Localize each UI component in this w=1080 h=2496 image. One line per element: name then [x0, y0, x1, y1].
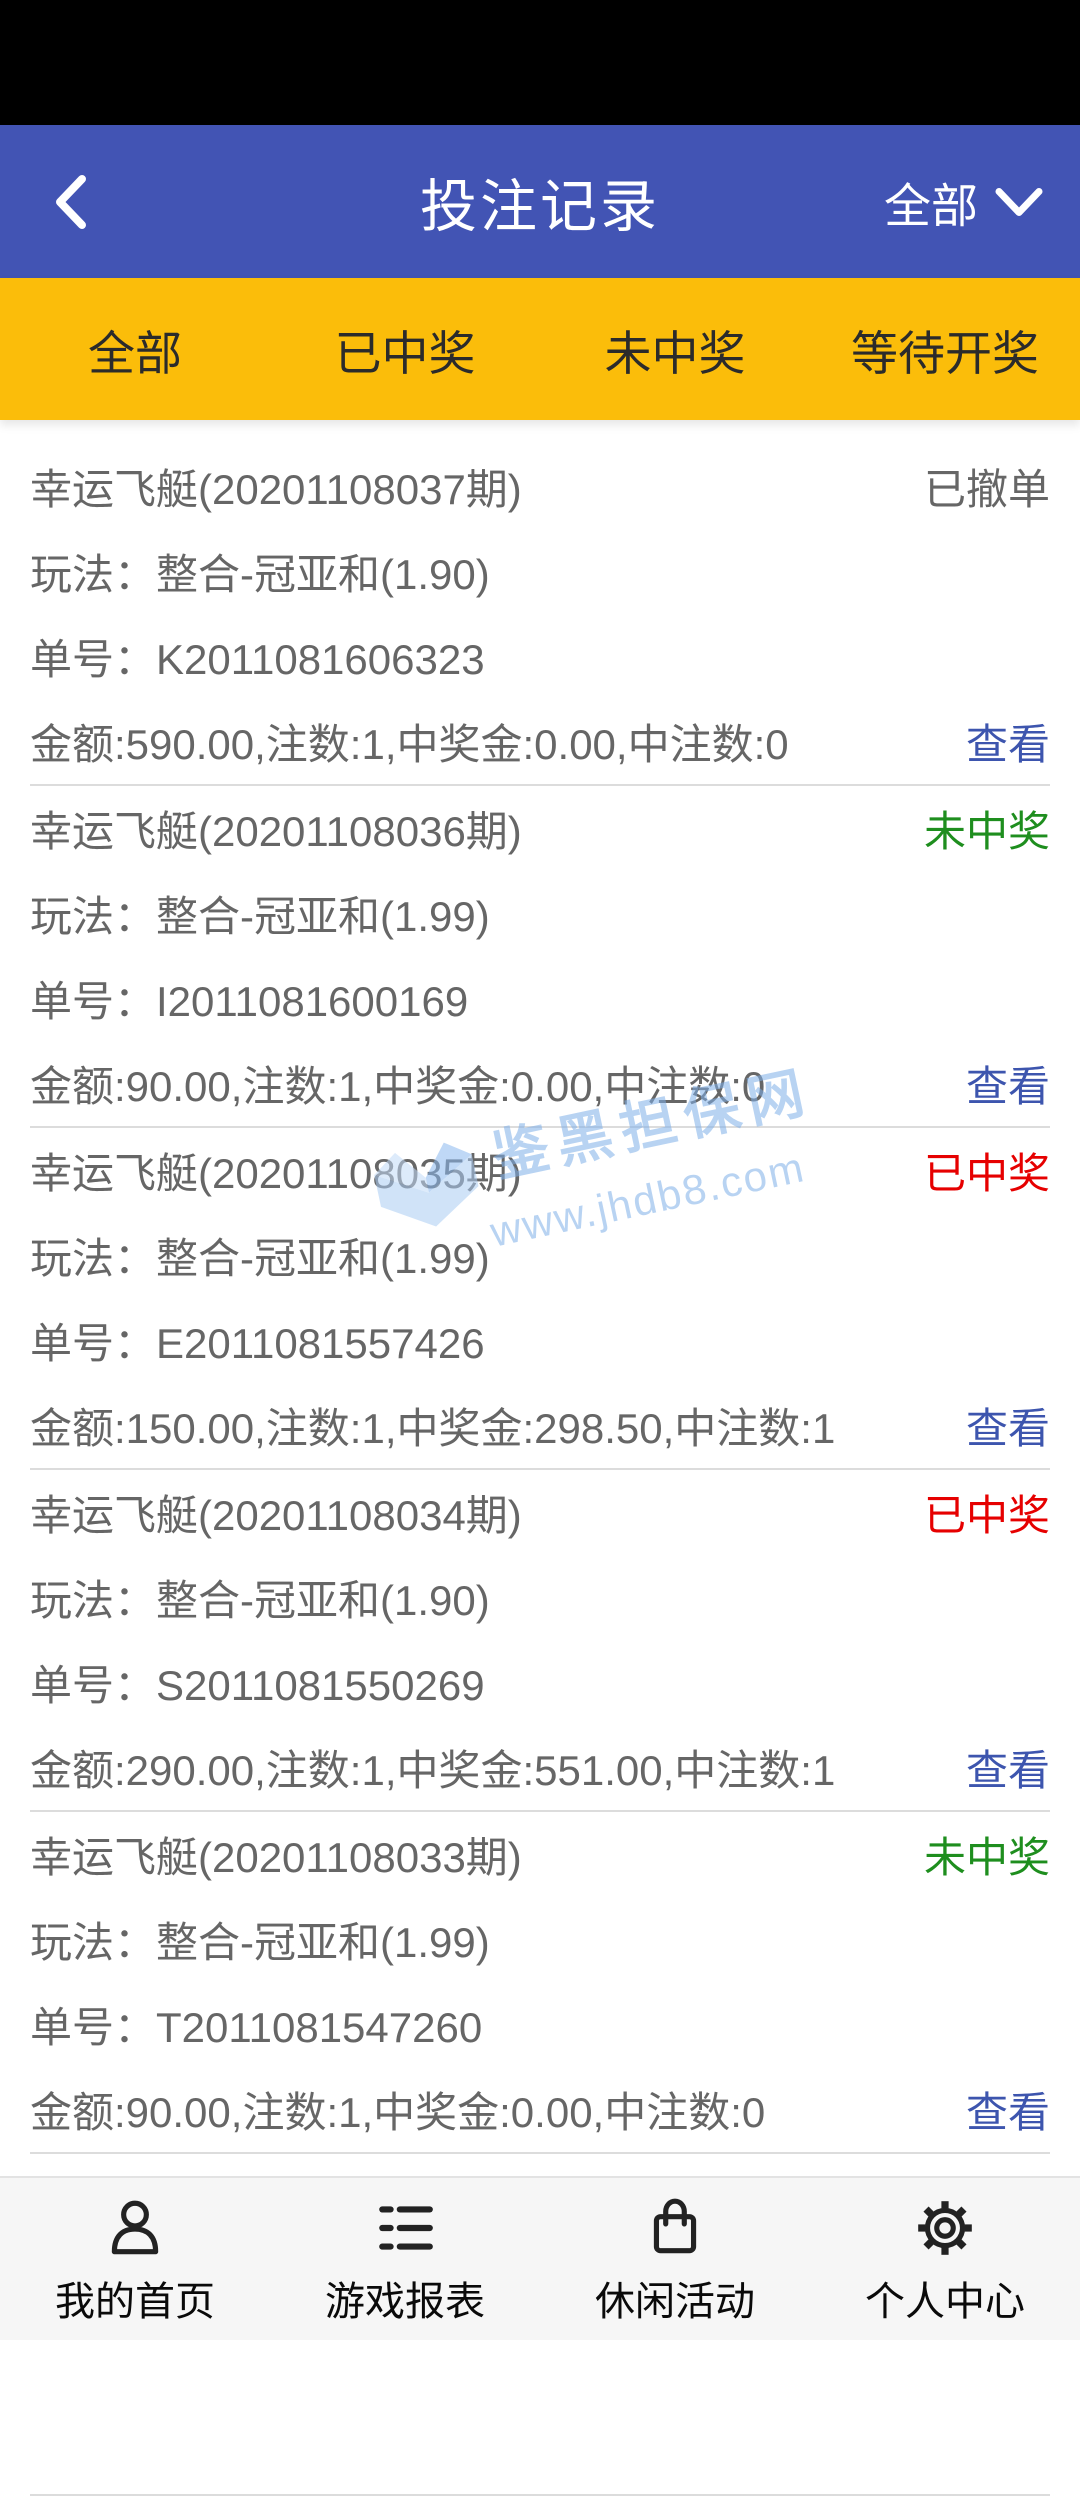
shopping-bag-icon — [642, 2195, 708, 2261]
record-status: 未中奖 — [923, 1834, 1050, 1881]
filter-label: 全部 — [884, 179, 978, 232]
record-status: 已中奖 — [923, 1492, 1050, 1539]
status-bar — [0, 0, 1080, 125]
nav-item-activities[interactable]: 休闲活动 — [540, 2178, 810, 2340]
record-status: 未中奖 — [923, 808, 1050, 855]
tab-won[interactable]: 已中奖 — [334, 326, 476, 380]
record-amount: 金额:90.00,注数:1,中奖金:0.00,中注数:0 — [30, 1063, 766, 1110]
record-order: 单号：I2011081600169 — [30, 978, 469, 1025]
record-amount: 金额:150.00,注数:1,中奖金:298.50,中注数:1 — [30, 1405, 836, 1452]
record-order: 单号：T2011081547260 — [30, 2004, 483, 2051]
record-play: 玩法：整合-冠亚和(1.99) — [30, 1235, 490, 1282]
nav-item-profile[interactable]: 个人中心 — [810, 2178, 1080, 2340]
nav-label: 我的首页 — [55, 2280, 215, 2324]
nav-label: 休闲活动 — [595, 2280, 755, 2324]
record-order: 单号：E2011081557426 — [30, 1320, 485, 1367]
nav-label: 游戏报表 — [325, 2280, 485, 2324]
page-title: 投注记录 — [420, 174, 660, 239]
nav-item-reports[interactable]: 游戏报表 — [270, 2178, 540, 2340]
record-play: 玩法：整合-冠亚和(1.90) — [30, 1577, 490, 1624]
record-amount: 金额:590.00,注数:1,中奖金:0.00,中注数:0 — [30, 721, 789, 768]
nav-item-home[interactable]: 我的首页 — [0, 2178, 270, 2340]
header: 投注记录 全部 — [0, 125, 1080, 278]
back-button[interactable] — [48, 171, 94, 233]
record-title: 幸运飞艇(20201108037期) — [30, 466, 522, 513]
view-link[interactable]: 查看 — [965, 1063, 1050, 1110]
bet-record: 幸运飞艇(20201108035期) 已中奖 玩法：整合-冠亚和(1.99) 单… — [30, 1128, 1050, 1470]
record-play: 玩法：整合-冠亚和(1.99) — [30, 1919, 490, 1966]
record-status: 已撤单 — [923, 466, 1050, 513]
tab-waiting[interactable]: 等待开奖 — [851, 326, 1039, 380]
record-title: 幸运飞艇(20201108036期) — [30, 808, 522, 855]
record-amount: 金额:90.00,注数:1,中奖金:0.00,中注数:0 — [30, 2089, 766, 2136]
bet-record: 幸运飞艇(20201108033期) 未中奖 玩法：整合-冠亚和(1.99) 单… — [30, 1812, 1050, 2154]
record-title: 幸运飞艇(20201108034期) — [30, 1492, 522, 1539]
view-link[interactable]: 查看 — [965, 2089, 1050, 2136]
record-order: 单号：K2011081606323 — [30, 636, 485, 683]
gear-icon — [912, 2195, 978, 2261]
view-link[interactable]: 查看 — [965, 1405, 1050, 1452]
bet-record: 幸运飞艇(20201108036期) 未中奖 玩法：整合-冠亚和(1.99) 单… — [30, 786, 1050, 1128]
bet-record: 幸运飞艇(20201108037期) 已撤单 玩法：整合-冠亚和(1.90) 单… — [30, 444, 1050, 786]
view-link[interactable]: 查看 — [965, 721, 1050, 768]
report-list-icon — [372, 2195, 438, 2261]
record-order: 单号：S2011081550269 — [30, 1662, 485, 1709]
person-icon — [102, 2195, 168, 2261]
bottom-nav: 我的首页 游戏报表 休闲活动 — [0, 2176, 1080, 2340]
status-tab-bar: 全部 已中奖 未中奖 等待开奖 — [0, 278, 1080, 420]
record-amount: 金额:290.00,注数:1,中奖金:551.00,中注数:1 — [30, 1747, 836, 1794]
record-status: 已中奖 — [923, 1150, 1050, 1197]
back-chevron-icon — [48, 174, 94, 237]
record-play: 玩法：整合-冠亚和(1.99) — [30, 893, 490, 940]
bet-record: 幸运飞艇(20201108034期) 已中奖 玩法：整合-冠亚和(1.90) 单… — [30, 1470, 1050, 1812]
tab-lost[interactable]: 未中奖 — [604, 326, 746, 380]
chevron-down-icon — [994, 174, 1044, 229]
view-link[interactable]: 查看 — [965, 1747, 1050, 1794]
tab-all[interactable]: 全部 — [88, 326, 182, 380]
record-play: 玩法：整合-冠亚和(1.90) — [30, 551, 490, 598]
filter-dropdown[interactable]: 全部 — [884, 167, 1044, 236]
nav-label: 个人中心 — [865, 2280, 1025, 2324]
record-title: 幸运飞艇(20201108035期) — [30, 1150, 522, 1197]
record-title: 幸运飞艇(20201108033期) — [30, 1834, 522, 1881]
